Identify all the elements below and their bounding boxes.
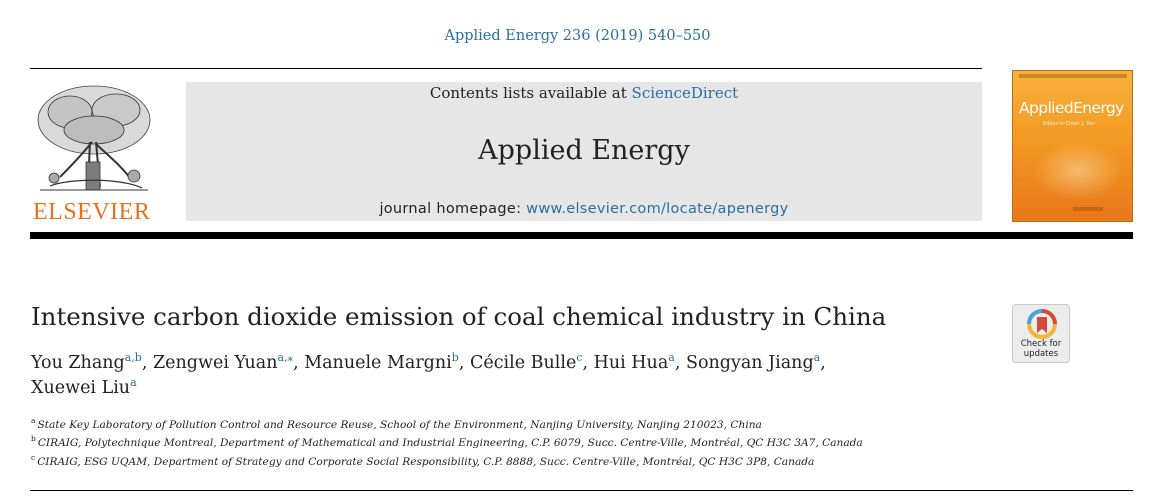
author-list: You Zhanga,b, Zengwei Yuana,⁎, Manuele M…	[31, 351, 991, 401]
author-affiliation-mark[interactable]: a,b	[124, 351, 142, 365]
elsevier-wordmark: ELSEVIER	[33, 199, 151, 225]
affiliation-b: b CIRAIG, Polytechnique Montreal, Departm…	[31, 434, 863, 449]
bookmark-ribbon-icon	[1027, 309, 1057, 339]
homepage-prefix: journal homepage:	[379, 201, 527, 217]
cover-bottom-bar	[1073, 207, 1103, 211]
journal-cover-thumbnail[interactable]: AppliedEnergy Editor-in-Chief: J. Yan	[1012, 70, 1133, 222]
header-thick-rule	[30, 232, 1133, 239]
homepage-line: journal homepage: www.elsevier.com/locat…	[186, 201, 982, 217]
journal-banner	[186, 82, 982, 221]
journal-citation-link[interactable]: Applied Energy 236 (2019) 540–550	[444, 28, 711, 44]
author-name[interactable]: Xuewei Liu	[31, 378, 131, 398]
affiliation-mark: b	[31, 434, 36, 444]
affiliation-text: State Key Laboratory of Pollution Contro…	[37, 419, 762, 431]
affiliation-mark: a	[31, 416, 36, 426]
affiliation-mark: c	[31, 453, 36, 463]
check-updates-line2: updates	[1023, 349, 1059, 359]
check-for-updates-label: Check for updates	[1012, 339, 1070, 359]
author-separator: ,	[674, 353, 686, 373]
section-divider	[30, 490, 1133, 491]
author-name[interactable]: You Zhang	[31, 353, 125, 373]
article-title: Intensive carbon dioxide emission of coa…	[31, 302, 887, 331]
author-separator: ,	[458, 353, 470, 373]
author-affiliation-mark[interactable]: b	[451, 351, 459, 365]
author-separator: ,	[582, 353, 594, 373]
affiliation-a: a State Key Laboratory of Pollution Contr…	[31, 416, 762, 431]
author-name[interactable]: Zengwei Yuan	[153, 353, 278, 373]
cover-subtitle: Editor-in-Chief: J. Yan	[1043, 121, 1095, 127]
author-separator: ,	[293, 353, 305, 373]
author-affiliation-mark[interactable]: a	[668, 351, 675, 365]
homepage-link[interactable]: www.elsevier.com/locate/apenergy	[526, 201, 789, 217]
affiliation-text: CIRAIG, Polytechnique Montreal, Departme…	[37, 437, 863, 449]
check-for-updates-button[interactable]	[1012, 304, 1070, 363]
author-separator: ,	[141, 353, 153, 373]
affiliation-text: CIRAIG, ESG UQAM, Department of Strategy…	[37, 456, 815, 468]
author-affiliation-mark[interactable]: a	[813, 351, 821, 365]
author-separator: ,	[820, 353, 826, 373]
elsevier-tree-logo[interactable]	[30, 82, 158, 222]
cover-title: AppliedEnergy	[1019, 99, 1124, 117]
contents-line: Contents lists available at ScienceDirec…	[186, 84, 982, 102]
author-affiliation-mark[interactable]: c	[576, 351, 583, 365]
author-affiliation-mark[interactable]: a	[130, 376, 137, 390]
author-name[interactable]: Songyan Jiang	[685, 353, 814, 373]
author-name[interactable]: Cécile Bulle	[469, 353, 577, 373]
contents-prefix: Contents lists available at	[429, 84, 632, 102]
sciencedirect-link[interactable]: ScienceDirect	[631, 84, 739, 102]
header-rule	[30, 68, 982, 69]
cover-artwork	[1033, 141, 1123, 201]
cover-top-strip	[1019, 74, 1127, 78]
affiliation-c: c CIRAIG, ESG UQAM, Department of Strateg…	[31, 453, 815, 468]
author-name[interactable]: Manuele Margni	[304, 353, 452, 373]
author-name[interactable]: Hui Hua	[593, 353, 669, 373]
journal-title[interactable]: Applied Energy	[478, 135, 690, 166]
check-updates-line1: Check for	[1020, 339, 1062, 349]
author-affiliation-mark[interactable]: a,⁎	[277, 351, 294, 365]
